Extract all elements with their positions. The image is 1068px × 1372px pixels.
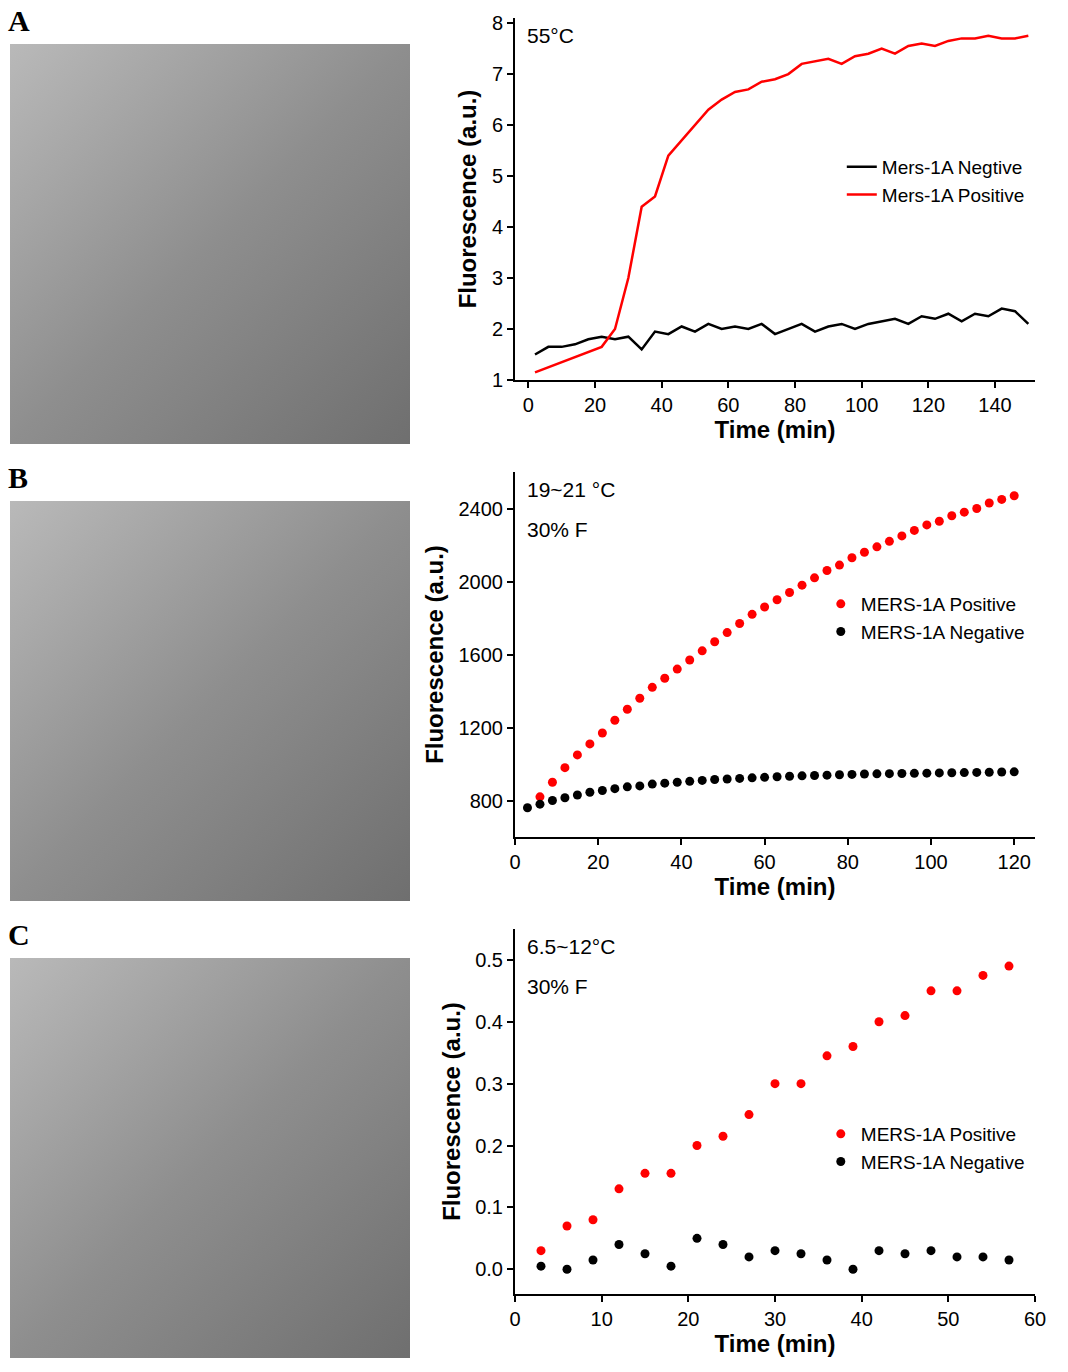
svg-text:0.2: 0.2 xyxy=(475,1135,503,1157)
svg-text:80: 80 xyxy=(837,851,859,873)
svg-text:Fluorescence (a.u.): Fluorescence (a.u.) xyxy=(454,90,481,309)
svg-text:Time (min): Time (min) xyxy=(715,1330,836,1357)
svg-text:1600: 1600 xyxy=(459,644,504,666)
svg-text:100: 100 xyxy=(914,851,947,873)
svg-text:30% F: 30% F xyxy=(527,975,588,998)
svg-text:55°C: 55°C xyxy=(527,24,574,47)
svg-text:1: 1 xyxy=(492,369,503,391)
svg-text:140: 140 xyxy=(978,394,1011,416)
svg-text:5: 5 xyxy=(492,165,503,187)
svg-text:Mers-1A Positive: Mers-1A Positive xyxy=(882,185,1025,206)
svg-text:30: 30 xyxy=(764,1308,786,1330)
svg-text:MERS-1A Positive: MERS-1A Positive xyxy=(861,594,1016,615)
svg-text:1200: 1200 xyxy=(459,717,504,739)
svg-text:2: 2 xyxy=(492,318,503,340)
svg-text:0: 0 xyxy=(509,1308,520,1330)
svg-text:19~21 °C: 19~21 °C xyxy=(527,478,615,501)
svg-text:2000: 2000 xyxy=(459,571,504,593)
svg-text:MERS-1A Negative: MERS-1A Negative xyxy=(861,1152,1025,1173)
svg-text:7: 7 xyxy=(492,63,503,85)
svg-text:20: 20 xyxy=(677,1308,699,1330)
svg-text:30% F: 30% F xyxy=(527,518,588,541)
svg-text:0.4: 0.4 xyxy=(475,1011,503,1033)
svg-text:80: 80 xyxy=(784,394,806,416)
html-text:C: C xyxy=(8,918,30,951)
svg-text:50: 50 xyxy=(937,1308,959,1330)
svg-text:0.3: 0.3 xyxy=(475,1073,503,1095)
svg-text:MERS-1A Negative: MERS-1A Negative xyxy=(861,622,1025,643)
svg-text:40: 40 xyxy=(851,1308,873,1330)
svg-text:8: 8 xyxy=(492,12,503,34)
html-text:B: B xyxy=(8,461,28,494)
svg-text:20: 20 xyxy=(584,394,606,416)
svg-text:3: 3 xyxy=(492,267,503,289)
svg-text:10: 10 xyxy=(591,1308,613,1330)
svg-text:Mers-1A Negtive: Mers-1A Negtive xyxy=(882,157,1022,178)
svg-text:Time (min): Time (min) xyxy=(715,873,836,900)
svg-text:2400: 2400 xyxy=(459,498,504,520)
svg-text:MERS-1A Positive: MERS-1A Positive xyxy=(861,1124,1016,1145)
svg-text:120: 120 xyxy=(998,851,1031,873)
svg-text:4: 4 xyxy=(492,216,503,238)
svg-text:0: 0 xyxy=(523,394,534,416)
html-text:A: A xyxy=(8,4,30,37)
svg-text:0.5: 0.5 xyxy=(475,949,503,971)
svg-text:20: 20 xyxy=(587,851,609,873)
svg-text:6.5~12°C: 6.5~12°C xyxy=(527,935,615,958)
svg-text:60: 60 xyxy=(1024,1308,1046,1330)
svg-text:Fluorescence (a.u.): Fluorescence (a.u.) xyxy=(438,1002,465,1221)
svg-text:60: 60 xyxy=(717,394,739,416)
svg-text:60: 60 xyxy=(753,851,775,873)
svg-text:0.0: 0.0 xyxy=(475,1258,503,1280)
svg-text:40: 40 xyxy=(670,851,692,873)
svg-text:Time (min): Time (min) xyxy=(715,416,836,443)
svg-text:0: 0 xyxy=(509,851,520,873)
svg-text:100: 100 xyxy=(845,394,878,416)
svg-text:Fluorescence (a.u.): Fluorescence (a.u.) xyxy=(421,545,448,764)
svg-text:0.1: 0.1 xyxy=(475,1196,503,1218)
svg-text:800: 800 xyxy=(470,790,503,812)
svg-text:6: 6 xyxy=(492,114,503,136)
svg-text:40: 40 xyxy=(651,394,673,416)
svg-text:120: 120 xyxy=(912,394,945,416)
